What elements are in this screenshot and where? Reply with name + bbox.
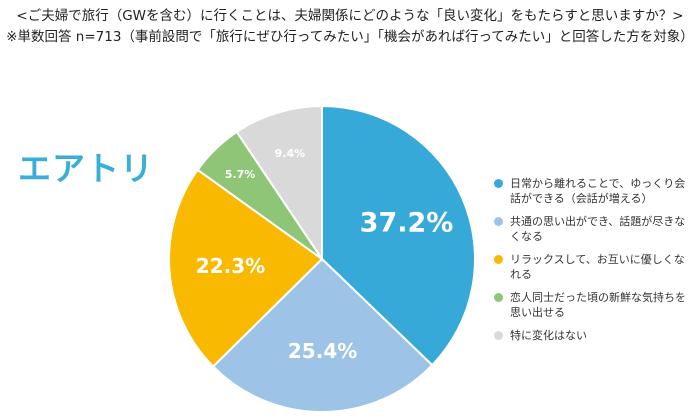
chart-legend: 日常から離れることで、ゆっくり会話ができる（会話が増える） 共通の思い出ができ、話… bbox=[494, 176, 694, 351]
legend-label: 共通の思い出ができ、話題が尽きなくなる bbox=[510, 215, 686, 243]
pie-slice-2 bbox=[211, 257, 434, 413]
legend-item-3: リラックスして、お互いに優しくなれる bbox=[494, 252, 694, 282]
chart-title: <ご夫婦で旅行（GWを含む）に行くことは、夫婦関係にどのような「良い変化」をもた… bbox=[16, 8, 684, 24]
slice-value-label-4: 5.7% bbox=[225, 168, 256, 181]
legend-label: リラックスして、お互いに優しくなれる bbox=[510, 253, 685, 281]
slice-value-label-2: 25.4% bbox=[288, 339, 357, 363]
slice-value-label-1: 37.2% bbox=[360, 208, 454, 239]
slice-value-label-3: 22.3% bbox=[196, 254, 265, 278]
legend-swatch bbox=[494, 179, 503, 188]
brand-logo: エアトリ bbox=[18, 149, 154, 188]
pie-slice-3 bbox=[168, 168, 324, 368]
legend-item-1: 日常から離れることで、ゆっくり会話ができる（会話が増える） bbox=[494, 176, 694, 206]
legend-item-2: 共通の思い出ができ、話題が尽きなくなる bbox=[494, 214, 694, 244]
legend-swatch bbox=[494, 331, 503, 340]
slice-value-label-5: 9.4% bbox=[275, 147, 306, 160]
legend-swatch bbox=[494, 255, 503, 264]
legend-item-4: 恋人同士だった頃の新鮮な気持ちを思い出せる bbox=[494, 290, 694, 320]
legend-swatch bbox=[494, 217, 503, 226]
legend-label: 特に変化はない bbox=[510, 329, 587, 342]
legend-label: 恋人同士だった頃の新鮮な気持ちを思い出せる bbox=[510, 291, 686, 319]
legend-label: 日常から離れることで、ゆっくり会話ができる（会話が増える） bbox=[510, 177, 686, 205]
legend-item-5: 特に変化はない bbox=[494, 328, 694, 343]
pie-slice-1 bbox=[321, 104, 476, 367]
legend-swatch bbox=[494, 293, 503, 302]
pie-slice-5 bbox=[235, 104, 323, 263]
chart-subtitle: ※単数回答 n=713（事前設問で「旅行にぜひ行ってみたい」「機会があれば行って… bbox=[6, 29, 694, 45]
